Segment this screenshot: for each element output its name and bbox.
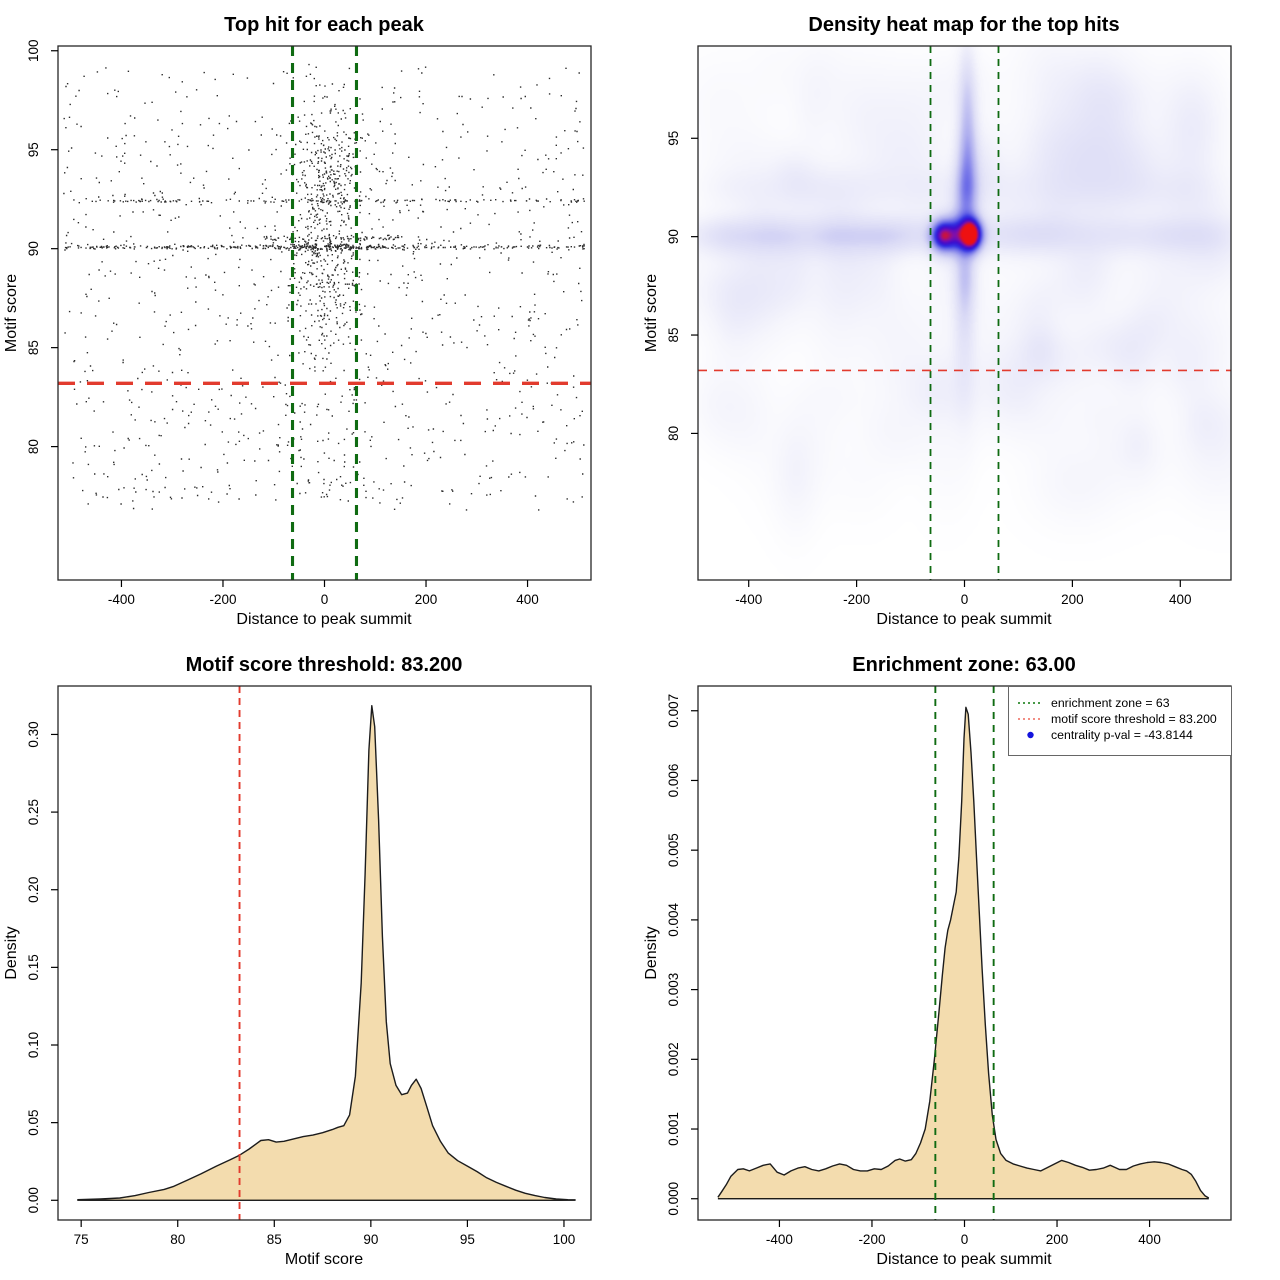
- y-tick-label: 0.25: [26, 799, 41, 825]
- chart-title: Density heat map for the top hits: [808, 14, 1119, 36]
- x-tick-label: 200: [1046, 1232, 1069, 1247]
- y-tick-label: 90: [26, 241, 41, 256]
- y-tick-label: 0.007: [666, 694, 681, 728]
- legend-label: motif score threshold = 83.200: [1051, 712, 1217, 726]
- heatmap-plot-area: -400 -200 0 200 400 80 85 90 95: [666, 45, 1232, 607]
- y-tick-label: 0.006: [666, 764, 681, 798]
- x-tick-label: -400: [766, 1232, 793, 1247]
- panel-score-density: 75 80 85 90 95 100 0.00 0.05 0.10 0.15 0.20 0.25 0.3…: [0, 640, 640, 1280]
- score-density-chart: 75 80 85 90 95 100 0.00 0.05 0.10 0.15 0.20 0.25 0.3…: [3, 654, 592, 1268]
- panel-density-heatmap: -400 -200 0 200 400 80 85 90 95 Density heat map…: [640, 0, 1280, 640]
- heatmap-chart: -400 -200 0 200 400 80 85 90 95 Density heat map…: [643, 14, 1232, 628]
- x-tick-label: 400: [516, 592, 539, 607]
- x-tick-label: 75: [74, 1232, 89, 1247]
- x-axis-label: Motif score: [285, 1251, 363, 1268]
- y-tick-label: 0.05: [26, 1110, 41, 1136]
- scatter-plot-area: -400 -200 0 200 400 80 85 90 95 100: [26, 39, 592, 607]
- heatmap-canvas: [698, 46, 1231, 580]
- y-tick-label: 0.000: [666, 1182, 681, 1216]
- x-axis-label: Distance to peak summit: [876, 1251, 1052, 1268]
- y-tick-label: 95: [666, 131, 681, 146]
- density-area: [717, 707, 1209, 1199]
- x-tick-label: 0: [321, 592, 329, 607]
- x-tick-label: 100: [553, 1232, 576, 1247]
- x-tick-label: 95: [460, 1232, 475, 1247]
- chart-title: Top hit for each peak: [224, 14, 425, 36]
- y-tick-label: 0.30: [26, 721, 41, 747]
- x-tick-label: -400: [735, 592, 762, 607]
- y-tick-label: 0.00: [26, 1187, 41, 1213]
- y-tick-label: 0.003: [666, 973, 681, 1007]
- score-density-plot-area: 75 80 85 90 95 100 0.00 0.05 0.10 0.15 0.20 0.25 0.3…: [26, 685, 592, 1247]
- y-tick-label: 0.10: [26, 1032, 41, 1058]
- y-tick-label: 85: [26, 340, 41, 355]
- x-tick-label: 80: [170, 1232, 185, 1247]
- x-tick-label: -200: [209, 592, 236, 607]
- density-curve: [717, 706, 1210, 1199]
- y-tick-label: 95: [26, 142, 41, 157]
- y-tick-label: 100: [26, 39, 41, 62]
- y-tick-label: 80: [26, 439, 41, 454]
- y-axis-label: Motif score: [643, 274, 660, 352]
- panel-distance-density: -400 -200 0 200 400 0.000 0.001 0.002 0.003 0.004…: [640, 640, 1280, 1280]
- y-axis-label: Density: [3, 926, 20, 979]
- y-tick-label: 0.002: [666, 1042, 681, 1076]
- y-tick-label: 0.005: [666, 833, 681, 867]
- density-curve: [77, 705, 576, 1201]
- x-tick-label: -200: [843, 592, 870, 607]
- x-axis-label: Distance to peak summit: [876, 611, 1052, 628]
- legend: enrichment zone = 63 motif score threshol…: [1008, 686, 1232, 756]
- x-tick-label: 400: [1169, 592, 1192, 607]
- scatter-points: [63, 63, 585, 511]
- y-tick-label: 85: [666, 328, 681, 343]
- x-tick-label: 0: [961, 592, 969, 607]
- x-tick-label: -400: [108, 592, 135, 607]
- x-tick-label: 90: [363, 1232, 378, 1247]
- y-tick-label: 0.001: [666, 1112, 681, 1146]
- y-tick-label: 0.004: [666, 903, 681, 937]
- distance-density-plot-area: -400 -200 0 200 400 0.000 0.001 0.002 0.003 0.004…: [666, 685, 1232, 1247]
- x-tick-label: 200: [1061, 592, 1084, 607]
- y-axis-label: Density: [643, 926, 660, 979]
- x-tick-label: 200: [415, 592, 438, 607]
- panel-top-hit-scatter: -400 -200 0 200 400 80 85 90 95 100 Top hit for e…: [0, 0, 640, 640]
- y-tick-label: 80: [666, 426, 681, 441]
- x-tick-label: 0: [961, 1232, 969, 1247]
- y-tick-label: 90: [666, 229, 681, 244]
- density-area: [77, 705, 576, 1201]
- x-tick-label: 400: [1138, 1232, 1161, 1247]
- y-tick-label: 0.20: [26, 877, 41, 903]
- legend-label: enrichment zone = 63: [1051, 696, 1170, 710]
- scatter-chart: -400 -200 0 200 400 80 85 90 95 100 Top hit for e…: [3, 14, 592, 628]
- chart-title: Enrichment zone: 63.00: [852, 654, 1075, 676]
- y-axis-label: Motif score: [3, 274, 20, 352]
- x-axis-label: Distance to peak summit: [236, 611, 412, 628]
- legend-label: centrality p-val = -43.8144: [1051, 728, 1193, 742]
- y-tick-label: 0.15: [26, 954, 41, 980]
- distance-density-chart: -400 -200 0 200 400 0.000 0.001 0.002 0.003 0.004…: [643, 654, 1232, 1268]
- chart-title: Motif score threshold: 83.200: [186, 654, 463, 676]
- x-tick-label: 85: [267, 1232, 282, 1247]
- x-tick-label: -200: [858, 1232, 885, 1247]
